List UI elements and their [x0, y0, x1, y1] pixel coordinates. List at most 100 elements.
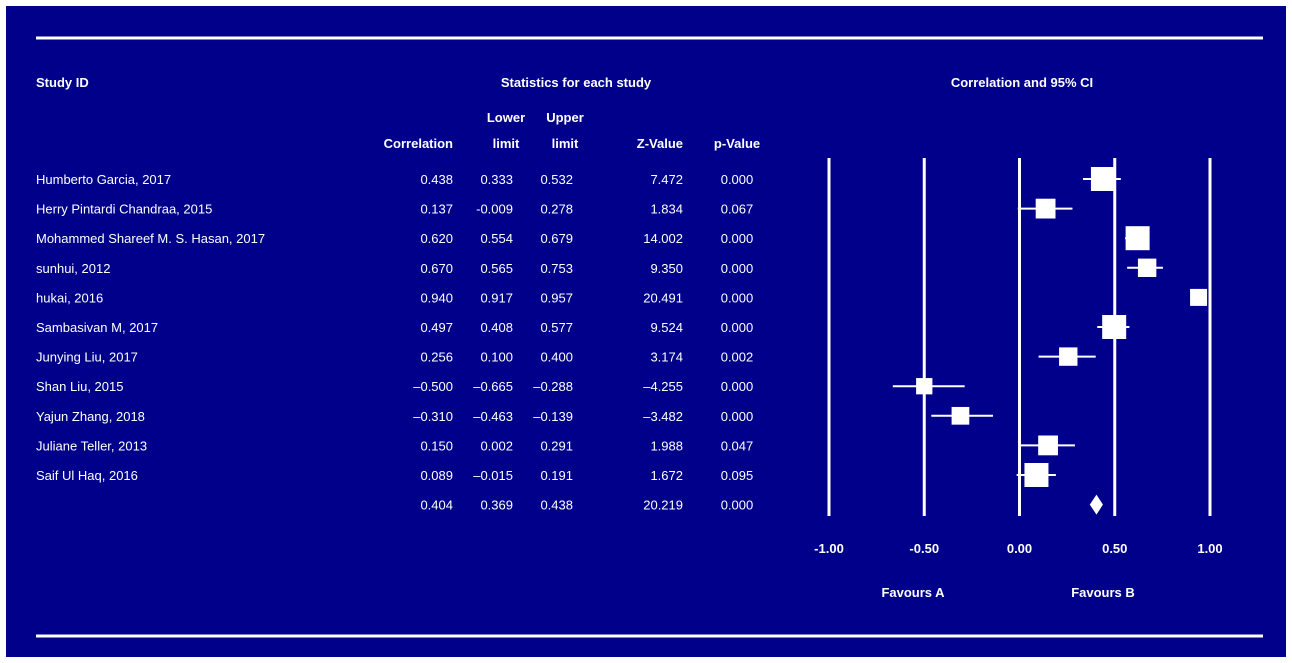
summary-lower-limit: 0.369 [480, 498, 513, 513]
cell-p-value: 0.000 [721, 290, 754, 305]
cell-upper-limit: 0.400 [540, 350, 573, 365]
cell-correlation: 0.089 [420, 468, 453, 483]
summary-correlation: 0.404 [420, 498, 453, 513]
study-name: hukai, 2016 [36, 290, 103, 305]
cell-p-value: 0.002 [721, 350, 754, 365]
cell-lower-limit: 0.002 [480, 438, 513, 453]
cell-upper-limit: –0.139 [533, 409, 573, 424]
study-name: Humberto Garcia, 2017 [36, 172, 171, 187]
summary-z-value: 20.219 [643, 498, 683, 513]
study-name: Saif Ul Haq, 2016 [36, 468, 138, 483]
study-name: Juliane Teller, 2013 [36, 438, 147, 453]
point-estimate-square [1059, 347, 1078, 366]
study-name: sunhui, 2012 [36, 261, 110, 276]
cell-z-value: 1.988 [650, 438, 683, 453]
cell-p-value: 0.000 [721, 320, 754, 335]
cell-z-value: 20.491 [643, 290, 683, 305]
cell-lower-limit: –0.015 [473, 468, 513, 483]
cell-lower-limit: 0.917 [480, 290, 513, 305]
cell-upper-limit: 0.577 [540, 320, 573, 335]
study-name: Shan Liu, 2015 [36, 379, 123, 394]
cell-upper-limit: 0.532 [540, 172, 573, 187]
point-estimate-square [1102, 315, 1127, 339]
cell-upper-limit: 0.679 [540, 231, 573, 246]
favours-a-label: Favours A [881, 585, 945, 600]
x-tick-label: 0.50 [1102, 541, 1127, 556]
col-header-lower-1: Lower [487, 110, 525, 125]
study-name: Herry Pintardi Chandraa, 2015 [36, 202, 212, 217]
cell-p-value: 0.067 [721, 202, 754, 217]
cell-upper-limit: –0.288 [533, 379, 573, 394]
cell-z-value: 14.002 [643, 231, 683, 246]
cell-correlation: 0.438 [420, 172, 453, 187]
study-name: Sambasivan M, 2017 [36, 320, 158, 335]
cell-correlation: 0.620 [420, 231, 453, 246]
cell-p-value: 0.000 [721, 379, 754, 394]
cell-lower-limit: –0.463 [473, 409, 513, 424]
cell-lower-limit: -0.009 [476, 202, 513, 217]
x-tick-label: 0.00 [1007, 541, 1032, 556]
header-plot: Correlation and 95% CI [951, 75, 1093, 90]
favours-b-label: Favours B [1071, 585, 1135, 600]
cell-p-value: 0.000 [721, 231, 754, 246]
point-estimate-square [1190, 288, 1208, 306]
cell-z-value: –4.255 [643, 379, 683, 394]
cell-z-value: 9.350 [650, 261, 683, 276]
cell-correlation: 0.150 [420, 438, 453, 453]
point-estimate-square [1024, 463, 1049, 487]
point-estimate-square [1035, 198, 1056, 219]
study-name: Mohammed Shareef M. S. Hasan, 2017 [36, 231, 265, 246]
cell-p-value: 0.047 [721, 438, 754, 453]
cell-correlation: –0.500 [413, 379, 453, 394]
summary-p-value: 0.000 [721, 498, 754, 513]
col-header-correlation: Correlation [384, 136, 453, 151]
point-estimate-square [916, 378, 933, 395]
forest-plot-panel: Study ID Statistics for each study Corre… [6, 6, 1286, 657]
forest-plot: Study ID Statistics for each study Corre… [36, 36, 1263, 638]
cell-p-value: 0.000 [721, 409, 754, 424]
cell-lower-limit: 0.565 [480, 261, 513, 276]
point-estimate-square [1137, 258, 1157, 277]
col-header-upper-1: Upper [546, 110, 584, 125]
cell-p-value: 0.000 [721, 172, 754, 187]
cell-p-value: 0.095 [721, 468, 754, 483]
cell-upper-limit: 0.291 [540, 438, 573, 453]
cell-correlation: 0.497 [420, 320, 453, 335]
point-estimate-square [1038, 435, 1058, 456]
point-estimate-square [1090, 167, 1115, 191]
cell-correlation: 0.137 [420, 202, 453, 217]
cell-z-value: 1.834 [650, 202, 683, 217]
cell-upper-limit: 0.753 [540, 261, 573, 276]
cell-correlation: 0.940 [420, 290, 453, 305]
x-tick-label: 1.00 [1197, 541, 1222, 556]
header-statistics: Statistics for each study [501, 75, 652, 90]
cell-lower-limit: 0.333 [480, 172, 513, 187]
cell-upper-limit: 0.957 [540, 290, 573, 305]
x-tick-label: -1.00 [814, 541, 844, 556]
cell-lower-limit: 0.554 [480, 231, 513, 246]
cell-correlation: 0.670 [420, 261, 453, 276]
point-estimate-square [1125, 226, 1150, 251]
col-header-upper-2: limit [552, 136, 579, 151]
study-name: Junying Liu, 2017 [36, 350, 138, 365]
cell-z-value: –3.482 [643, 409, 683, 424]
summary-upper-limit: 0.438 [540, 498, 573, 513]
cell-lower-limit: 0.408 [480, 320, 513, 335]
point-estimate-square [951, 406, 970, 425]
col-header-lower-2: limit [493, 136, 520, 151]
cell-z-value: 3.174 [650, 350, 683, 365]
cell-p-value: 0.000 [721, 261, 754, 276]
cell-upper-limit: 0.191 [540, 468, 573, 483]
header-study-id: Study ID [36, 75, 89, 90]
cell-correlation: –0.310 [413, 409, 453, 424]
cell-lower-limit: –0.665 [473, 379, 513, 394]
cell-z-value: 7.472 [650, 172, 683, 187]
cell-upper-limit: 0.278 [540, 202, 573, 217]
cell-z-value: 9.524 [650, 320, 683, 335]
col-header-p-value: p-Value [714, 136, 760, 151]
col-header-z-value: Z-Value [637, 136, 683, 151]
summary-diamond [1089, 494, 1103, 515]
study-name: Yajun Zhang, 2018 [36, 409, 145, 424]
cell-correlation: 0.256 [420, 350, 453, 365]
cell-z-value: 1.672 [650, 468, 683, 483]
